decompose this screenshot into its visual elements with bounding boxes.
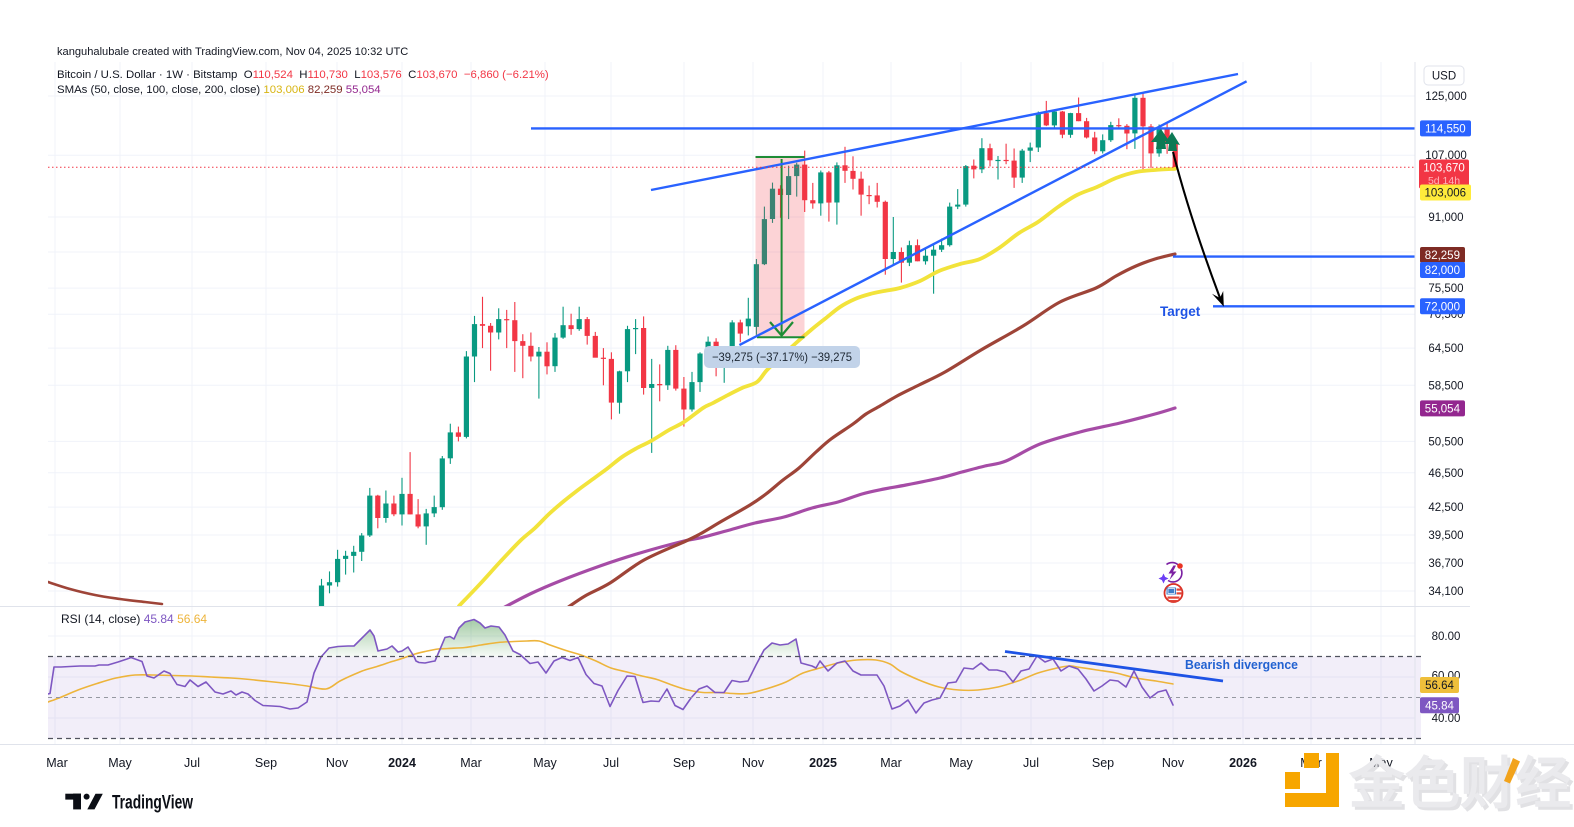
svg-text:May: May (108, 756, 132, 770)
svg-text:125,000: 125,000 (1425, 91, 1467, 103)
svg-text:Sep: Sep (255, 756, 277, 770)
svg-text:金色财经: 金色财经 (1348, 752, 1571, 815)
svg-text:TradingView: TradingView (112, 792, 194, 814)
svg-text:Jul: Jul (603, 756, 619, 770)
svg-text:50,500: 50,500 (1428, 436, 1463, 448)
svg-text:Sep: Sep (1092, 756, 1114, 770)
svg-text:72,000: 72,000 (1425, 301, 1460, 313)
svg-text:64,500: 64,500 (1428, 343, 1463, 355)
svg-text:40.00: 40.00 (1432, 713, 1461, 725)
svg-text:103,006: 103,006 (1425, 188, 1467, 200)
svg-text:2026: 2026 (1229, 756, 1257, 770)
svg-text:34,100: 34,100 (1428, 586, 1463, 598)
svg-text:5d 14h: 5d 14h (1428, 175, 1460, 187)
svg-text:55,054: 55,054 (1425, 403, 1461, 415)
svg-text:RSI (14, close) 45.84 56.64: RSI (14, close) 45.84 56.64 (61, 612, 207, 626)
svg-text:58,500: 58,500 (1428, 380, 1463, 392)
svg-text:2024: 2024 (388, 756, 416, 770)
svg-text:46,500: 46,500 (1428, 468, 1463, 480)
svg-text:Sep: Sep (673, 756, 695, 770)
svg-text:May: May (1369, 756, 1393, 770)
svg-text:Mar: Mar (460, 756, 482, 770)
svg-text:USD: USD (1432, 71, 1456, 83)
svg-text:Mar: Mar (880, 756, 902, 770)
svg-text:kanguhalubale created with Tra: kanguhalubale created with TradingView.c… (57, 46, 408, 58)
svg-text:91,000: 91,000 (1428, 212, 1463, 224)
svg-text:75,500: 75,500 (1428, 283, 1463, 295)
svg-text:Target: Target (1160, 304, 1201, 319)
svg-text:82,000: 82,000 (1425, 265, 1460, 277)
svg-text:80.00: 80.00 (1432, 631, 1461, 643)
svg-text:39,500: 39,500 (1428, 530, 1463, 542)
svg-text:May: May (533, 756, 557, 770)
svg-text:107,000: 107,000 (1425, 150, 1467, 162)
svg-text:2025: 2025 (809, 756, 837, 770)
svg-text:Bearish divergence: Bearish divergence (1185, 657, 1298, 672)
svg-text:103,670: 103,670 (1423, 163, 1465, 175)
svg-text:May: May (949, 756, 973, 770)
svg-text:金色财经: 金色财经 (1351, 755, 1574, 818)
svg-text:42,500: 42,500 (1428, 502, 1463, 514)
svg-text:Nov: Nov (742, 756, 765, 770)
svg-text:−39,275 (−37.17%) −39,275: −39,275 (−37.17%) −39,275 (712, 350, 852, 364)
svg-text:56.64: 56.64 (1425, 680, 1454, 692)
svg-text:Nov: Nov (1162, 756, 1185, 770)
svg-text:Jul: Jul (1023, 756, 1039, 770)
svg-text:Nov: Nov (326, 756, 349, 770)
svg-text:Mar: Mar (46, 756, 68, 770)
svg-text:114,550: 114,550 (1425, 123, 1466, 135)
svg-text:Bitcoin / U.S. Dollar · 1W · B: Bitcoin / U.S. Dollar · 1W · Bitstamp O1… (57, 69, 549, 81)
svg-text:Jul: Jul (184, 756, 200, 770)
svg-text:45.84: 45.84 (1425, 700, 1454, 712)
svg-text:82,259: 82,259 (1425, 250, 1460, 262)
svg-text:36,700: 36,700 (1428, 558, 1463, 570)
svg-text:SMAs (50, close, 100, close, 2: SMAs (50, close, 100, close, 200, close)… (57, 84, 381, 96)
